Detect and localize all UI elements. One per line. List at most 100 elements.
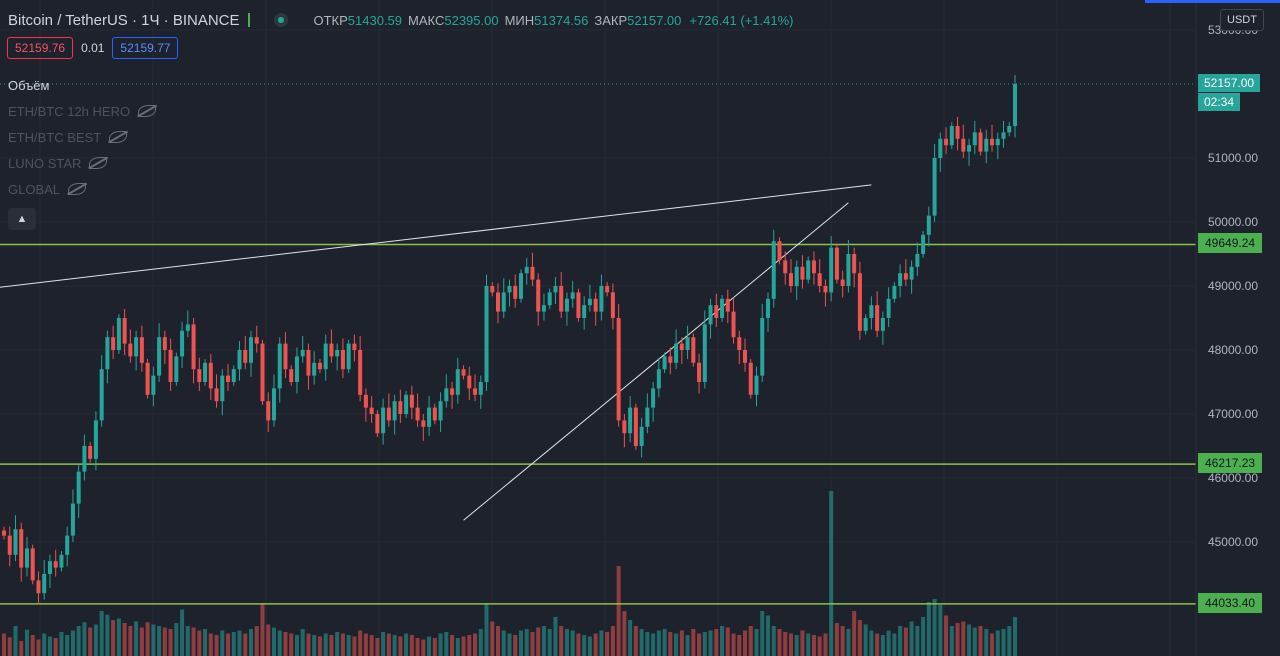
volume-bar: [903, 627, 908, 656]
volume-bar: [1, 633, 7, 656]
candle-body: [880, 318, 885, 331]
volume-bar: [1001, 629, 1006, 656]
candle-body: [1001, 132, 1006, 139]
indicator-item[interactable]: GLOBAL: [8, 176, 156, 202]
volume-bar: [317, 636, 322, 656]
candle-body: [777, 241, 782, 261]
candle-body: [875, 305, 880, 331]
candle-body: [995, 138, 1000, 146]
flag-icon[interactable]: [247, 13, 250, 27]
volume-bar: [869, 630, 874, 656]
volume-bar: [628, 620, 633, 656]
candle-body: [668, 356, 673, 363]
candle-body: [633, 407, 638, 446]
candle-body: [65, 535, 70, 555]
volume-bar: [990, 633, 995, 656]
volume-bar: [53, 638, 58, 656]
indicator-legend: Объём ETH/BTC 12h HERO ETH/BTC BEST LUNO…: [8, 72, 157, 230]
volume-bar: [346, 635, 351, 656]
candle-body: [1, 530, 7, 536]
volume-bar: [409, 635, 414, 656]
volume-bar: [168, 629, 173, 656]
candle-body: [547, 292, 552, 306]
candle-body: [978, 132, 983, 152]
candle-body: [277, 343, 282, 389]
y-tick-label: 48000.00: [1208, 343, 1258, 357]
candle-body: [829, 247, 834, 293]
indicator-item[interactable]: LUNO STAR: [8, 150, 156, 176]
volume-bar: [984, 629, 989, 656]
eye-hidden-icon[interactable]: [68, 183, 87, 195]
candle-body: [972, 132, 977, 146]
candle-body: [518, 273, 523, 299]
volume-bar: [737, 635, 742, 656]
volume-bar: [536, 627, 541, 656]
volume-bar: [427, 636, 432, 656]
volume-bar: [444, 632, 449, 656]
currency-button[interactable]: USDT: [1220, 9, 1264, 31]
volume-bar: [375, 638, 380, 656]
y-tick-label: 46000.00: [1208, 471, 1258, 485]
candle-body: [507, 286, 512, 293]
volume-bar: [432, 638, 437, 656]
candle-body: [450, 388, 455, 395]
candle-body: [691, 337, 696, 363]
candle-body: [363, 394, 368, 408]
sell-button[interactable]: 52159.76: [7, 37, 74, 59]
candle-body: [432, 407, 437, 421]
candle-body: [197, 369, 202, 382]
candle-body: [157, 337, 162, 376]
level-label: 49649.24: [1198, 233, 1263, 253]
candle-body: [541, 305, 546, 312]
volume-bar: [76, 626, 81, 656]
chevron-up-icon[interactable]: ▲: [8, 208, 36, 230]
trade-panel: 52159.76 0.01 52159.77: [7, 37, 179, 59]
eye-hidden-icon[interactable]: [109, 131, 128, 143]
candles: [1, 74, 1018, 605]
volume-bar: [7, 637, 12, 656]
indicator-item[interactable]: ETH/BTC 12h HERO: [8, 98, 157, 124]
candle-body: [220, 375, 225, 402]
volume-bar: [662, 629, 667, 656]
candle-body: [513, 286, 518, 299]
candle-body: [582, 305, 587, 318]
volume-bar: [340, 633, 345, 656]
candle-body: [622, 420, 627, 434]
buy-button[interactable]: 52159.77: [112, 37, 179, 59]
market-status-icon[interactable]: [273, 13, 288, 27]
candle-body: [248, 337, 254, 363]
volume-bar: [639, 629, 644, 656]
volume-bar: [180, 609, 185, 656]
candle-body: [444, 388, 449, 402]
eye-hidden-icon[interactable]: [89, 157, 108, 169]
volume-bar: [811, 635, 816, 656]
candle-body: [645, 407, 650, 427]
indicator-item[interactable]: ETH/BTC BEST: [8, 124, 156, 150]
volume-bar: [794, 635, 799, 656]
volume-bar: [473, 633, 478, 656]
candle-body: [122, 318, 127, 344]
candle-body: [501, 292, 506, 312]
candle-body: [203, 362, 208, 382]
volume-bar: [116, 618, 121, 656]
indicator-volume[interactable]: Объём: [8, 77, 50, 93]
candle-body: [754, 375, 759, 395]
volume-bar: [668, 632, 673, 656]
candle-body: [369, 407, 374, 414]
eye-hidden-icon[interactable]: [138, 105, 157, 117]
volume-bar: [490, 621, 495, 656]
candle-body: [926, 215, 931, 235]
candle-body: [231, 369, 236, 382]
volume-bars: [1, 491, 1018, 656]
candle-body: [708, 305, 713, 325]
symbol-title[interactable]: Bitcoin / TetherUS · 1Ч · BINANCE: [8, 11, 240, 29]
candle-body: [915, 254, 920, 267]
volume-bar: [271, 627, 276, 656]
volume-bar: [518, 630, 523, 656]
volume-bar: [312, 635, 317, 656]
volume-bar: [587, 636, 592, 656]
candle-body: [13, 529, 18, 555]
candle-body: [886, 298, 891, 318]
chart-grid: [0, 0, 1196, 656]
